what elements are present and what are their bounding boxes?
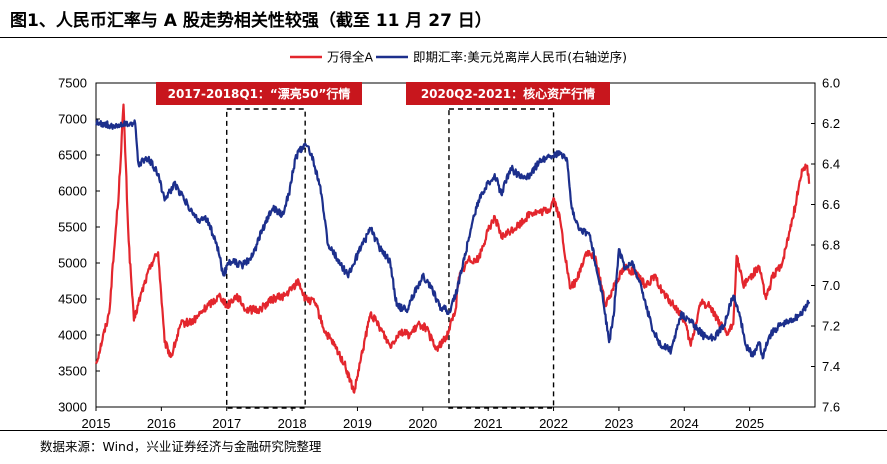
series-line-wind-a (94, 103, 811, 394)
title-divider (0, 37, 887, 38)
x-axis-label: 2022 (539, 416, 568, 430)
right-axis-label: 6.8 (822, 238, 840, 253)
right-axis-label: 7.4 (822, 359, 840, 374)
bottom-divider (0, 430, 887, 431)
x-axis-label: 2019 (343, 416, 372, 430)
plot-area (95, 82, 816, 408)
series-line-usdcnh (95, 118, 811, 360)
right-axis-label: 7.6 (822, 400, 840, 415)
right-axis-label: 6.6 (822, 197, 840, 212)
plot-frame (95, 82, 816, 408)
left-axis-label: 6000 (58, 184, 87, 199)
axis-layer: 3000 3500 4000 4500 5000 5500 6000 6500 7000 7500… (58, 76, 840, 431)
x-axis-label: 2025 (735, 416, 764, 430)
left-axis-label: 3000 (58, 400, 87, 415)
annotation-label: 2017-2018Q1：“漂亮50”行情 (168, 86, 351, 101)
x-axis-label: 2021 (474, 416, 503, 430)
right-axis-label: 6.0 (822, 76, 840, 91)
legend-label-index: 万得全A (327, 50, 374, 65)
annotation-banner (406, 82, 610, 105)
right-axis-label: 6.4 (822, 157, 840, 172)
x-axis-label: 2016 (147, 416, 176, 430)
left-axis-label: 5500 (58, 220, 87, 235)
left-axis-label: 7500 (58, 76, 87, 91)
annotation-banner (156, 82, 362, 105)
left-axis-label: 7000 (58, 112, 87, 127)
line-chart: 2017-2018Q1：“漂亮50”行情 2020Q2-2021：核心资产行情 3… (58, 50, 840, 431)
series-layer (94, 103, 811, 394)
left-axis-label: 4000 (58, 328, 87, 343)
annotation-layer: 2017-2018Q1：“漂亮50”行情 2020Q2-2021：核心资产行情 (156, 82, 610, 409)
left-axis-label: 3500 (58, 364, 87, 379)
x-axis-label: 2017 (212, 416, 241, 430)
x-axis-label: 2018 (278, 416, 307, 430)
legend: 万得全A 即期汇率:美元兑离岸人民币(右轴逆序) (290, 50, 627, 65)
annotation-dashed-box (448, 108, 555, 409)
left-axis-label: 5000 (58, 256, 87, 271)
x-axis-label: 2020 (408, 416, 437, 430)
annotation-dashed-box (226, 108, 306, 409)
annotation-label: 2020Q2-2021：核心资产行情 (421, 86, 595, 101)
x-axis-label: 2015 (82, 416, 111, 430)
right-axis-label: 6.2 (822, 116, 840, 131)
chart-title: 图1、人民币汇率与 A 股走势相关性较强（截至 11 月 27 日） (10, 11, 492, 31)
right-axis-label: 7.2 (822, 319, 840, 334)
right-axis-label: 7.0 (822, 278, 840, 293)
legend-label-fx: 即期汇率:美元兑离岸人民币(右轴逆序) (413, 50, 627, 65)
left-axis-label: 6500 (58, 148, 87, 163)
left-axis-label: 4500 (58, 292, 87, 307)
x-axis-label: 2024 (670, 416, 699, 430)
source-note: 数据来源：Wind，兴业证券经济与金融研究院整理 (40, 439, 322, 454)
x-axis-label: 2023 (604, 416, 633, 430)
